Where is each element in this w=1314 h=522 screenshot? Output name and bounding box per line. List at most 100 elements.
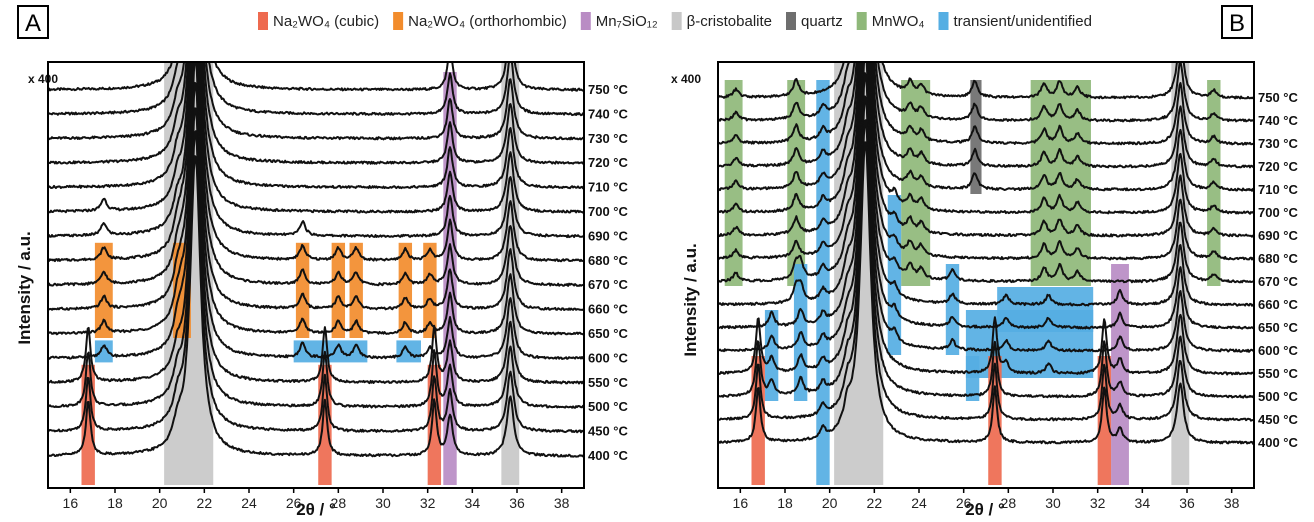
- legend-label-5: MnWO₄: [872, 13, 925, 30]
- phase-band-b-4: [787, 80, 806, 286]
- temperature-labels-b: 750 °C 740 °C 730 °C 720 °C 710 °C 700 °C 690 …: [1258, 90, 1299, 450]
- plot-frame-a: [47, 61, 585, 489]
- panel-b: B x 400 Intensity / a.u. 2θ / ° 16 18 20 22…: [671, 5, 1299, 519]
- trace-b-6: [718, 62, 1254, 238]
- legend-label-3: β-cristobalite: [687, 13, 772, 30]
- legend-swatch-0: [258, 12, 268, 30]
- temperature-label-a-0: 750 °C: [588, 82, 629, 97]
- temperature-label-b-12: 550 °C: [1258, 366, 1299, 381]
- x-tick-label-b-3: 22: [867, 495, 883, 511]
- x-tick-label-b-7: 30: [1045, 495, 1061, 511]
- legend-swatch-5: [856, 12, 867, 30]
- temperature-label-b-8: 670 °C: [1258, 274, 1299, 289]
- trace-a-2: [48, 62, 584, 141]
- legend-label-4: quartz: [801, 13, 843, 30]
- temperature-label-b-6: 690 °C: [1258, 228, 1299, 243]
- phase-band-b-18: [988, 356, 1002, 485]
- phase-band-b-13: [945, 264, 960, 355]
- trace-a-1: [48, 62, 584, 117]
- trace-a-8: [48, 62, 584, 287]
- temperature-label-b-0: 750 °C: [1258, 90, 1299, 105]
- x-tick-label-b-1: 18: [777, 495, 793, 511]
- traces-b: [718, 62, 1254, 445]
- trace-a-11: [48, 62, 584, 360]
- phase-band-b-16: [965, 356, 980, 401]
- legend: Na₂WO₄ (cubic) Na₂WO₄ (orthorhombic) Mn₇Si…: [258, 12, 1092, 30]
- trace-a-14: [48, 130, 584, 434]
- x-tick-label-a-6: 28: [331, 495, 347, 511]
- temperature-label-a-4: 710 °C: [588, 180, 629, 195]
- panel-a-label: A: [25, 10, 41, 37]
- phase-band-a-3: [94, 242, 113, 338]
- temperature-label-a-8: 670 °C: [588, 277, 629, 292]
- trace-a-4: [48, 62, 584, 190]
- temperature-label-a-12: 550 °C: [588, 375, 629, 390]
- x-tick-label-b-5: 26: [956, 495, 972, 511]
- temperature-label-b-15: 400 °C: [1258, 435, 1299, 450]
- phase-band-a-8: [398, 242, 413, 338]
- x-tick-label-a-10: 36: [509, 495, 525, 511]
- x-axis-title-a: 2θ / °: [296, 500, 336, 519]
- trace-a-15: [48, 155, 584, 458]
- panel-a-label-box: [17, 5, 49, 39]
- x-tick-label-a-0: 16: [63, 495, 79, 511]
- temperature-label-b-9: 660 °C: [1258, 297, 1299, 312]
- x-tick-label-a-1: 18: [107, 495, 123, 511]
- x-tick-label-a-2: 20: [152, 495, 168, 511]
- temperature-label-b-1: 740 °C: [1258, 113, 1299, 128]
- legend-swatch-6: [938, 12, 949, 30]
- x-tick-label-b-10: 36: [1179, 495, 1195, 511]
- trace-b-7: [718, 62, 1254, 261]
- temperature-label-a-3: 720 °C: [588, 155, 629, 170]
- trace-a-0: [48, 62, 584, 92]
- trace-b-15: [718, 141, 1254, 445]
- legend-swatch-2: [580, 12, 591, 30]
- phase-band-a-13: [81, 364, 95, 485]
- temperature-label-a-9: 660 °C: [588, 302, 629, 317]
- trace-b-5: [718, 62, 1254, 215]
- x-tick-label-b-8: 32: [1090, 495, 1106, 511]
- scale-label-a: x 400: [28, 72, 58, 86]
- x-tick-label-a-7: 30: [375, 495, 391, 511]
- trace-a-10: [48, 62, 584, 336]
- x-axis-title-b: 2θ / °: [965, 500, 1005, 519]
- x-tick-label-a-11: 38: [554, 495, 570, 511]
- x-tick-label-b-6: 28: [1001, 495, 1017, 511]
- temperature-label-b-4: 710 °C: [1258, 182, 1299, 197]
- trace-a-5: [48, 62, 584, 214]
- legend-swatch-3: [671, 12, 682, 30]
- traces-a: [48, 62, 584, 458]
- trace-b-13: [718, 95, 1254, 399]
- trace-b-9: [718, 62, 1254, 307]
- trace-a-13: [48, 107, 584, 409]
- x-tick-label-b-11: 38: [1224, 495, 1240, 511]
- temperature-label-a-11: 600 °C: [588, 350, 629, 365]
- temperature-label-a-2: 730 °C: [588, 131, 629, 146]
- temperature-label-b-11: 600 °C: [1258, 343, 1299, 358]
- trace-a-6: [48, 62, 584, 239]
- phase-band-a-2: [443, 72, 457, 485]
- trace-b-2: [718, 62, 1254, 146]
- phase-band-a-14: [318, 364, 332, 485]
- legend-label-1: Na₂WO₄ (orthorhombic): [408, 13, 567, 30]
- temperature-label-a-15: 400 °C: [588, 448, 629, 463]
- temperature-label-b-2: 730 °C: [1258, 136, 1299, 151]
- phase-band-b-2: [970, 80, 982, 194]
- phase-band-b-19: [1097, 356, 1112, 485]
- temperature-label-b-13: 500 °C: [1258, 389, 1299, 404]
- trace-b-10: [718, 62, 1254, 330]
- phase-band-a-9: [423, 242, 437, 338]
- x-tick-label-b-9: 34: [1135, 495, 1151, 511]
- trace-b-14: [718, 119, 1254, 422]
- temperature-label-a-10: 650 °C: [588, 326, 629, 341]
- trace-b-8: [718, 62, 1254, 284]
- phase-bands-b: [724, 62, 1221, 485]
- phase-band-a-7: [349, 242, 363, 338]
- phase-band-a-15: [427, 364, 442, 485]
- temperature-labels-a: 750 °C 740 °C 730 °C 720 °C 710 °C 700 °C 690 …: [588, 82, 629, 463]
- temperature-label-a-7: 680 °C: [588, 253, 629, 268]
- temperature-label-b-10: 650 °C: [1258, 320, 1299, 335]
- x-tick-label-b-2: 20: [822, 495, 838, 511]
- trace-b-12: [718, 72, 1254, 376]
- phase-band-a-11: [293, 340, 368, 363]
